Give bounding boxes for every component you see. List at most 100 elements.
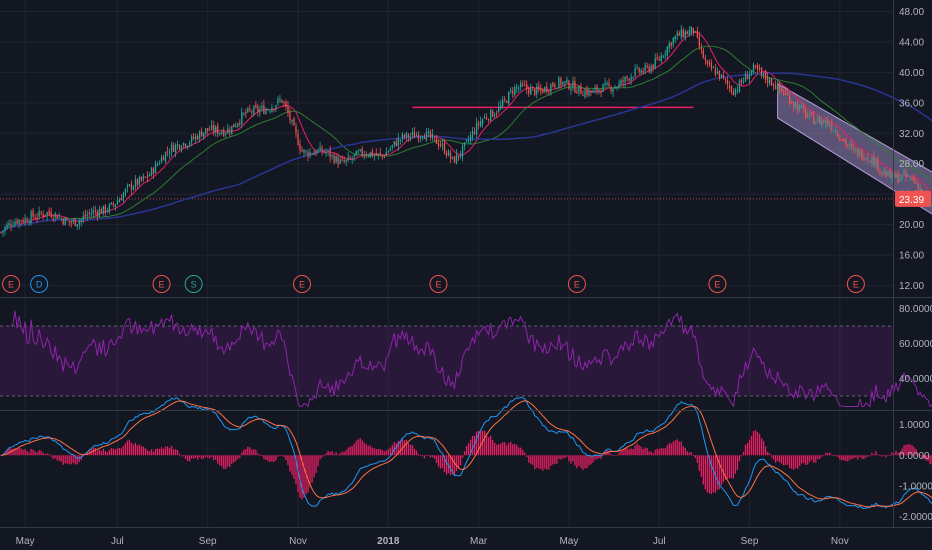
candle[interactable] <box>500 105 502 108</box>
candle[interactable] <box>315 151 317 155</box>
candle[interactable] <box>807 116 809 118</box>
candle[interactable] <box>652 64 654 69</box>
candle[interactable] <box>512 91 514 94</box>
candle[interactable] <box>14 221 16 226</box>
candle[interactable] <box>397 138 399 146</box>
candle[interactable] <box>285 101 287 107</box>
candle[interactable] <box>915 182 917 184</box>
candle[interactable] <box>237 123 239 126</box>
candle[interactable] <box>427 132 430 134</box>
candle[interactable] <box>684 31 686 38</box>
candle[interactable] <box>624 76 626 83</box>
candle[interactable] <box>461 145 464 157</box>
candle[interactable] <box>784 92 787 94</box>
candle[interactable] <box>82 216 84 220</box>
candle[interactable] <box>744 73 747 82</box>
candle[interactable] <box>698 36 701 47</box>
candle[interactable] <box>829 125 831 127</box>
candle[interactable] <box>451 156 454 158</box>
candle[interactable] <box>540 87 542 91</box>
candle[interactable] <box>913 177 915 182</box>
candle[interactable] <box>411 132 414 135</box>
candle[interactable] <box>281 99 283 103</box>
candle[interactable] <box>489 109 492 121</box>
candle[interactable] <box>269 110 271 112</box>
candle[interactable] <box>656 57 658 60</box>
candle[interactable] <box>249 108 251 111</box>
candle[interactable] <box>132 186 135 191</box>
candle[interactable] <box>469 135 472 142</box>
candle[interactable] <box>379 152 381 154</box>
candle[interactable] <box>241 112 243 125</box>
rsi-panel[interactable] <box>0 310 932 408</box>
candle[interactable] <box>30 211 32 223</box>
candle[interactable] <box>483 116 486 119</box>
candle[interactable] <box>572 81 574 88</box>
candle[interactable] <box>375 153 377 156</box>
candle[interactable] <box>321 147 323 153</box>
candle[interactable] <box>265 109 267 114</box>
candle[interactable] <box>341 159 343 161</box>
candle[interactable] <box>26 219 28 223</box>
candle[interactable] <box>592 90 594 93</box>
candle[interactable] <box>327 150 329 152</box>
candle[interactable] <box>453 156 456 163</box>
candle[interactable] <box>889 170 891 178</box>
candle[interactable] <box>901 174 903 180</box>
candle[interactable] <box>682 30 684 37</box>
candle[interactable] <box>485 117 488 119</box>
candle[interactable] <box>84 214 86 217</box>
candle[interactable] <box>455 154 458 164</box>
candle[interactable] <box>813 115 815 125</box>
candle[interactable] <box>263 104 265 114</box>
candle[interactable] <box>199 131 201 139</box>
candle[interactable] <box>307 151 309 157</box>
candle[interactable] <box>668 43 670 49</box>
candle[interactable] <box>251 111 253 113</box>
candle[interactable] <box>809 113 811 115</box>
candle[interactable] <box>600 91 602 93</box>
event-marker-e[interactable]: E <box>293 275 312 293</box>
candle[interactable] <box>732 91 735 96</box>
candle[interactable] <box>64 217 66 226</box>
candle[interactable] <box>449 152 452 159</box>
candle[interactable] <box>670 42 672 46</box>
candle[interactable] <box>42 214 44 217</box>
candle[interactable] <box>658 59 660 61</box>
candle[interactable] <box>156 164 159 166</box>
candle[interactable] <box>722 74 725 78</box>
candle[interactable] <box>662 56 664 58</box>
candle[interactable] <box>546 86 548 93</box>
candle[interactable] <box>331 154 333 156</box>
candle[interactable] <box>780 88 783 92</box>
candle[interactable] <box>192 137 195 139</box>
candle[interactable] <box>385 152 387 156</box>
candle[interactable] <box>94 210 96 212</box>
candle[interactable] <box>897 173 899 183</box>
candle[interactable] <box>437 142 440 147</box>
candle[interactable] <box>335 155 337 163</box>
candle[interactable] <box>522 84 524 86</box>
candle[interactable] <box>287 105 289 114</box>
candle[interactable] <box>837 132 839 137</box>
candle[interactable] <box>365 154 367 156</box>
candle[interactable] <box>351 158 353 160</box>
candle[interactable] <box>184 144 187 147</box>
candle[interactable] <box>259 109 261 113</box>
candle[interactable] <box>554 84 556 87</box>
candle[interactable] <box>233 123 235 128</box>
candle[interactable] <box>253 106 255 115</box>
candle[interactable] <box>80 219 82 222</box>
candle[interactable] <box>235 125 237 128</box>
candle[interactable] <box>604 82 606 85</box>
candle[interactable] <box>811 112 813 115</box>
candle[interactable] <box>170 144 173 152</box>
candle[interactable] <box>405 132 408 137</box>
candle[interactable] <box>496 113 498 115</box>
candle[interactable] <box>487 119 490 121</box>
candle[interactable] <box>197 135 199 140</box>
candle[interactable] <box>257 106 259 113</box>
candle[interactable] <box>895 174 897 178</box>
